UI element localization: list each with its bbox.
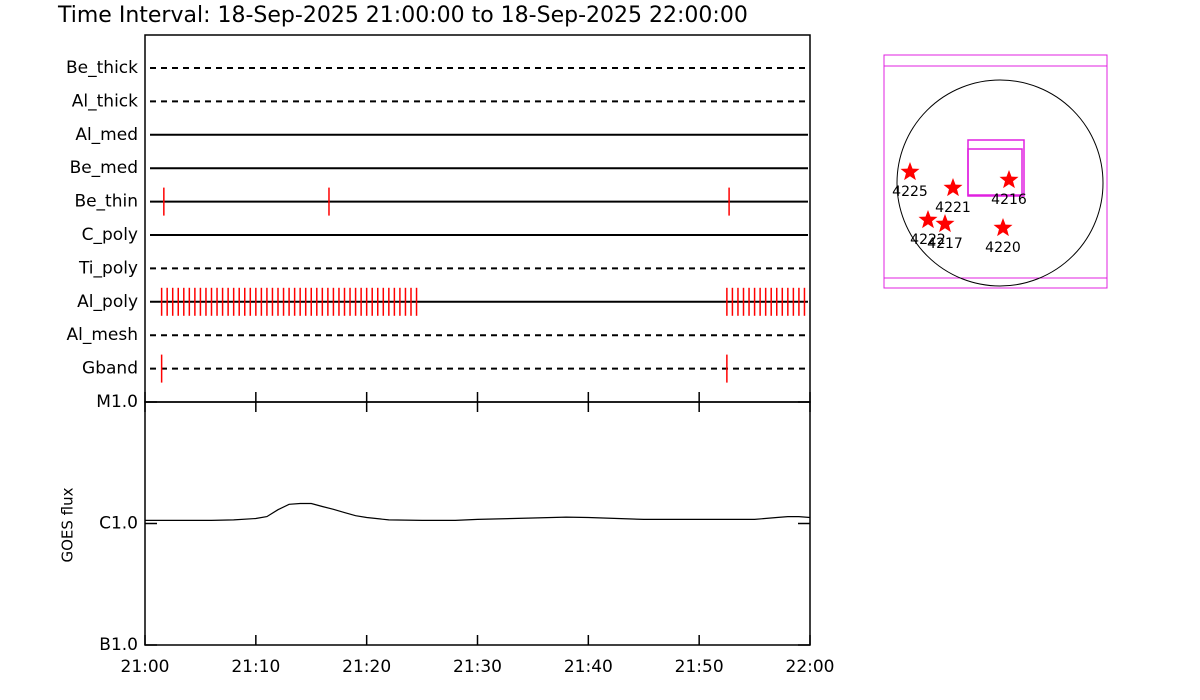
row-label: Al_med (75, 125, 138, 145)
region-star (943, 178, 963, 197)
sun-map (883, 54, 1108, 289)
region-star (900, 162, 920, 181)
y-axis-label: GOES flux (59, 487, 77, 562)
y-tick-label: M1.0 (96, 392, 138, 412)
y-tick-label: B1.0 (99, 635, 138, 655)
region-label: 4220 (985, 240, 1021, 256)
region-star (918, 210, 938, 229)
x-tick-label: 21:40 (564, 657, 613, 677)
row-label: Be_med (70, 158, 138, 178)
filter-panel (144, 34, 811, 403)
x-tick-label: 22:00 (786, 657, 835, 677)
region-label: 4216 (991, 192, 1027, 208)
row-label: Be_thin (74, 192, 138, 212)
x-tick-label: 21:30 (453, 657, 502, 677)
x-tick-label: 21:10 (231, 657, 280, 677)
row-label: Be_thick (66, 58, 138, 78)
region-label: 4222 (910, 232, 946, 248)
solar-disk (896, 79, 1104, 287)
fov-box (967, 148, 1023, 196)
title: Time Interval: 18-Sep-2025 21:00:00 to 1… (57, 3, 748, 28)
x-tick-label: 21:20 (342, 657, 391, 677)
region-star (993, 218, 1013, 237)
region-label: 4221 (935, 200, 971, 216)
x-tick-label: 21:00 (121, 657, 170, 677)
row-label: Al_thick (72, 91, 138, 111)
row-label: Al_poly (77, 292, 138, 312)
x-tick-label: 21:50 (675, 657, 724, 677)
row-label: Al_mesh (66, 325, 138, 345)
region-label: 4217 (927, 236, 963, 252)
y-tick-label: C1.0 (99, 514, 138, 534)
goes-panel (144, 401, 811, 646)
row-label: Gband (82, 359, 138, 379)
goes-curve (145, 502, 811, 521)
region-star (999, 170, 1019, 189)
region-star (935, 214, 955, 233)
row-label: Ti_poly (78, 258, 138, 278)
region-label: 4225 (892, 184, 928, 200)
map-frame (883, 54, 1108, 289)
row-label: C_poly (82, 225, 138, 245)
